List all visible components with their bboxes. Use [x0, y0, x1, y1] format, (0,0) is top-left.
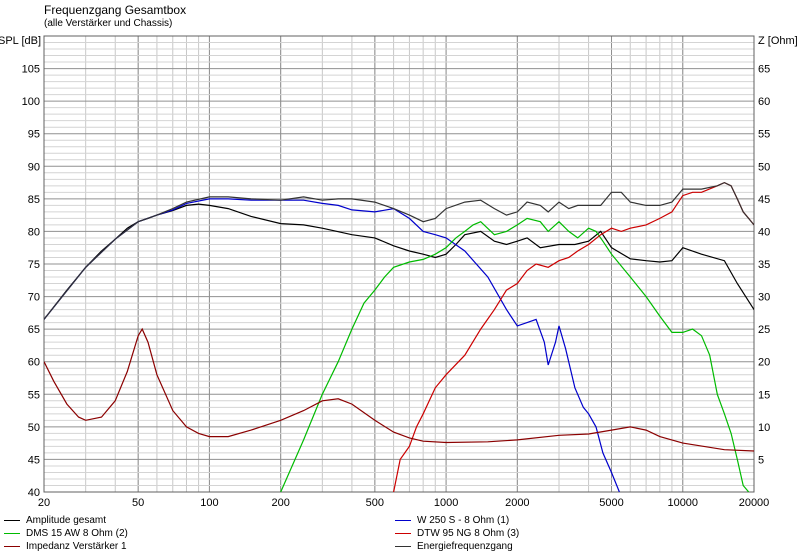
y-right-tick-label: 55 [758, 129, 770, 141]
y-left-tick-label: 50 [28, 422, 40, 434]
x-tick-label: 500 [366, 497, 384, 509]
x-tick-label: 1000 [434, 497, 458, 509]
legend-label: Impedanz Verstärker 1 [26, 541, 127, 552]
legend-swatch [4, 520, 20, 521]
series-line-6 [44, 181, 754, 320]
legend-swatch [395, 533, 411, 534]
legend-swatch [4, 533, 20, 534]
y-right-tick-label: 65 [758, 64, 770, 76]
y-right-tick-label: 35 [758, 259, 770, 271]
y-left-tick-label: 90 [28, 161, 40, 173]
y-left-tick-label: 60 [28, 357, 40, 369]
y-right-tick-label: 30 [758, 292, 770, 304]
y-right-tick-label: 25 [758, 324, 770, 336]
legend-swatch [4, 546, 20, 547]
y-left-tick-label: 80 [28, 226, 40, 238]
y-left-tick-label: 70 [28, 292, 40, 304]
x-tick-label: 20 [38, 497, 50, 509]
legend-swatch [395, 520, 411, 521]
y-left-tick-label: 40 [28, 487, 40, 499]
y-right-tick-label: 15 [758, 389, 770, 401]
y-left-tick-label: 75 [28, 259, 40, 271]
chart-subtitle: (alle Verstärker und Chassis) [44, 18, 173, 29]
y-right-tick-label: 5 [758, 454, 764, 466]
series-line-2 [44, 198, 620, 492]
y-left-tick-label: 105 [22, 64, 40, 76]
y-left-tick-label: 65 [28, 324, 40, 336]
x-tick-label: 100 [200, 497, 218, 509]
y-right-tick-label: 60 [758, 96, 770, 108]
legend-label: DTW 95 NG 8 Ohm (3) [417, 528, 520, 539]
right-axis-title: Z [Ohm] [758, 35, 798, 47]
chart-title: Frequenzgang Gesamtbox [44, 3, 187, 17]
legend-label: DMS 15 AW 8 Ohm (2) [26, 528, 128, 539]
plot-frame [43, 35, 755, 493]
series-line-3 [280, 217, 750, 492]
x-tick-label: 50 [132, 497, 144, 509]
y-left-tick-label: 95 [28, 129, 40, 141]
legend-label: W 250 S - 8 Ohm (1) [417, 515, 510, 526]
legend-label: Amplitude gesamt [26, 515, 107, 526]
x-tick-label: 5000 [599, 497, 623, 509]
x-tick-label: 2000 [505, 497, 529, 509]
y-right-tick-label: 50 [758, 161, 770, 173]
legend-swatch [395, 546, 411, 547]
y-left-tick-label: 85 [28, 194, 40, 206]
left-axis-title: SPL [dB] [0, 35, 42, 47]
y-right-tick-label: 45 [758, 194, 770, 206]
y-right-tick-label: 10 [758, 422, 770, 434]
y-left-tick-label: 55 [28, 389, 40, 401]
legend: Amplitude gesamt DMS 15 AW 8 Ohm (2) Imped… [0, 514, 800, 557]
x-tick-label: 200 [271, 497, 289, 509]
y-left-tick-label: 45 [28, 454, 40, 466]
y-left-tick-label: 100 [22, 96, 40, 108]
y-right-tick-label: 40 [758, 226, 770, 238]
x-tick-label: 10000 [667, 497, 698, 509]
series-line-5 [44, 327, 754, 452]
legend-label: Energiefrequenzgang [417, 541, 513, 552]
y-right-tick-label: 20 [758, 357, 770, 369]
x-tick-label: 20000 [739, 497, 770, 509]
